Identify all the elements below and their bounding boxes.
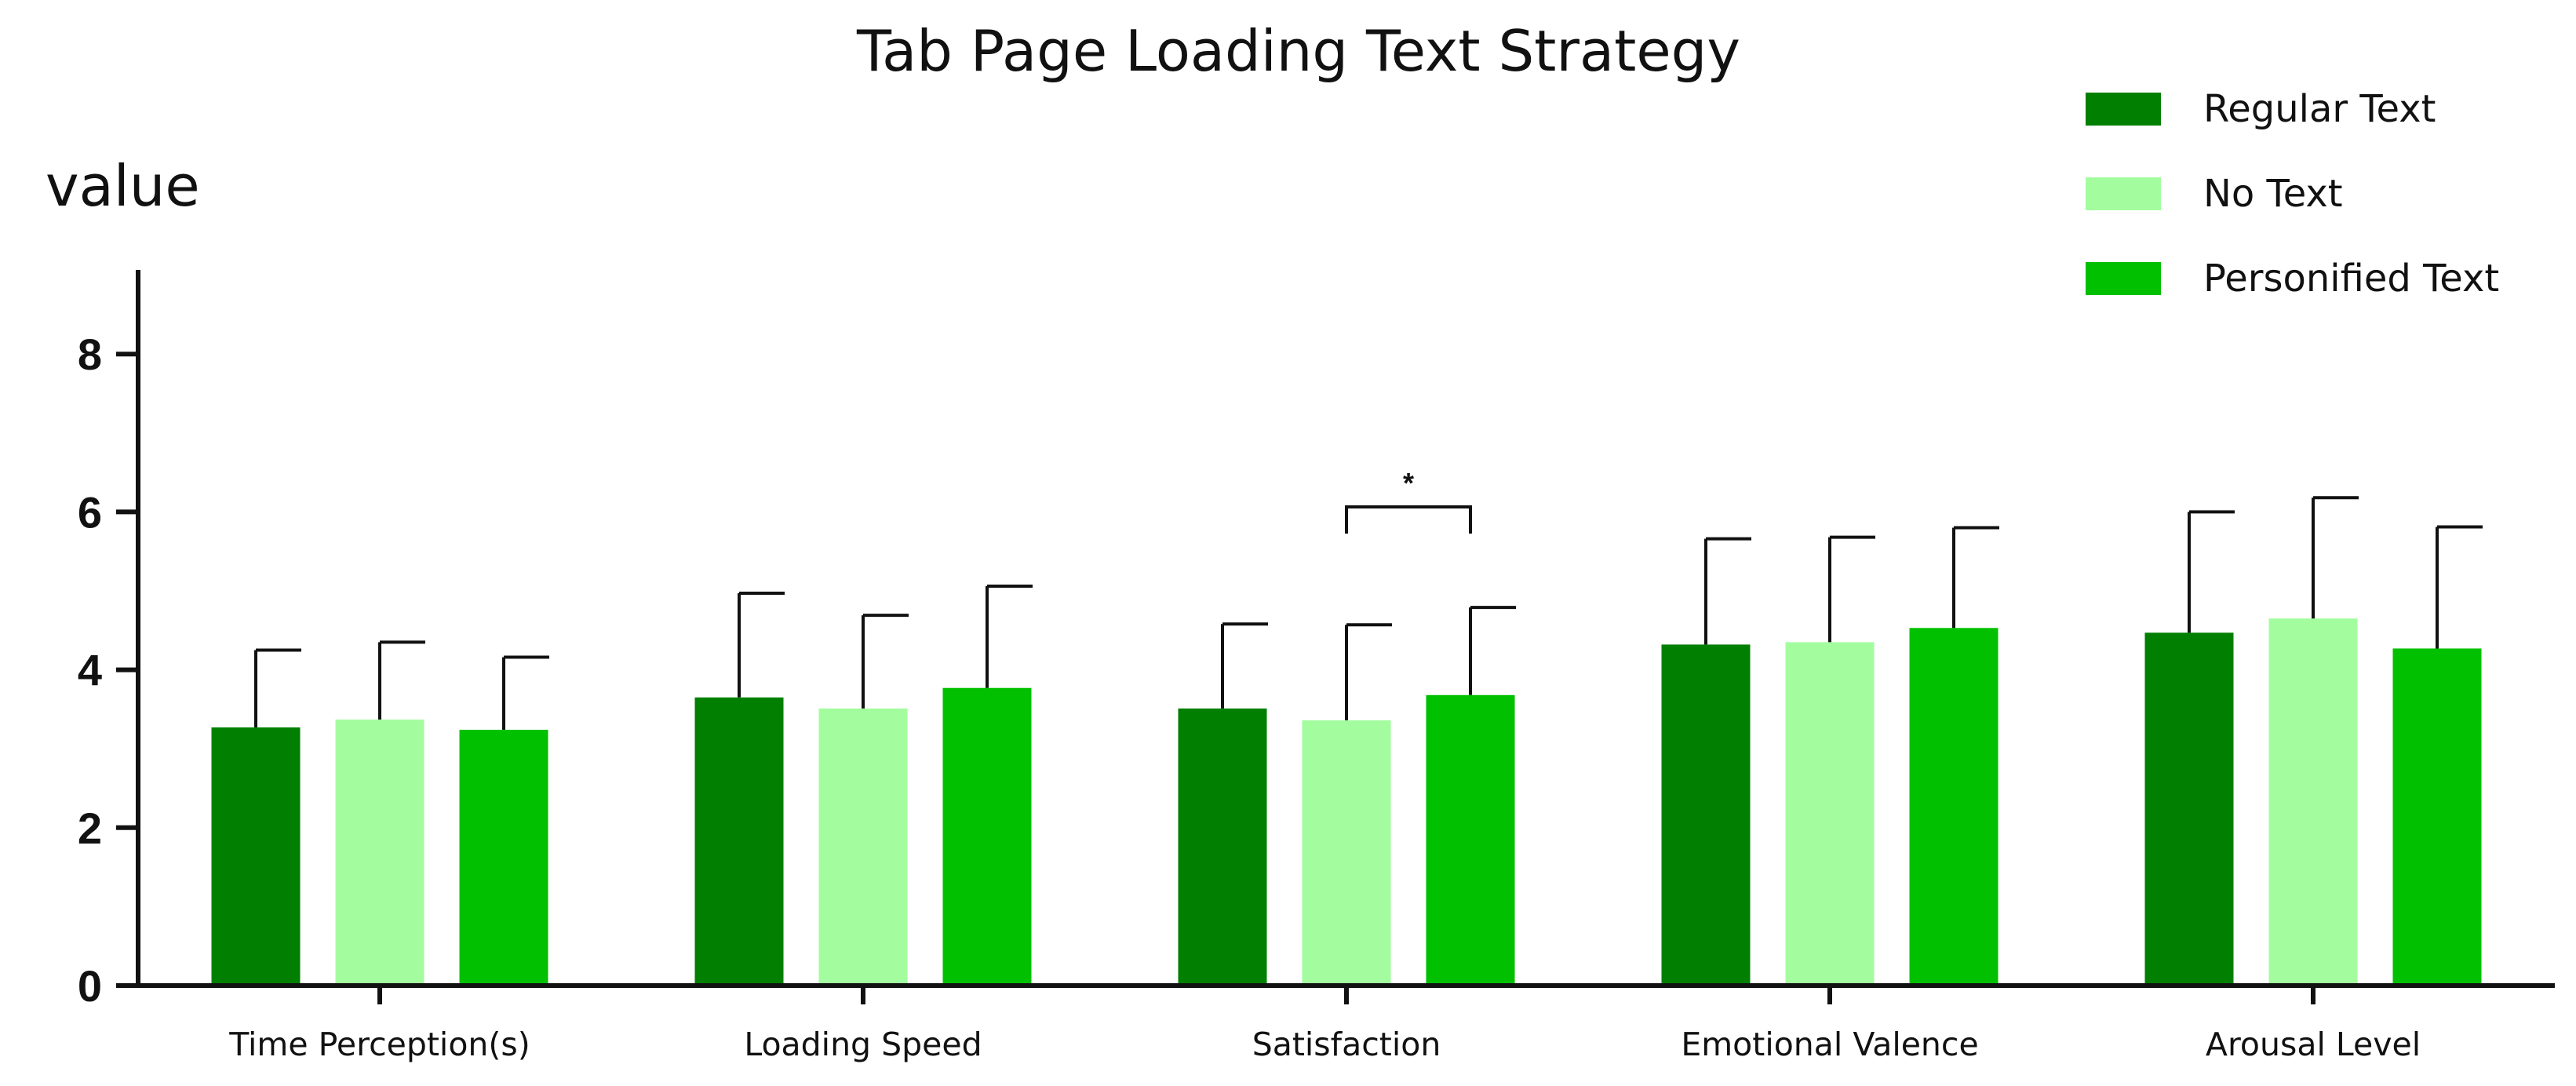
error-bars-layer [254, 496, 2483, 731]
bar [459, 730, 548, 986]
legend-label: Regular Text [2203, 87, 2436, 131]
bar [335, 719, 424, 986]
bar [818, 708, 908, 986]
bar [1785, 642, 1875, 986]
y-tick-label: 4 [78, 646, 102, 695]
significance-bracket [1345, 505, 1472, 534]
legend-swatch [2086, 93, 2161, 126]
y-tick-label: 0 [78, 961, 102, 1011]
x-tick-label: Emotional Valence [1681, 1026, 1978, 1063]
x-tick-label: Time Perception(s) [228, 1026, 530, 1063]
y-tick-label: 2 [78, 804, 102, 853]
bars-layer [211, 618, 2482, 986]
bar [1178, 708, 1267, 986]
x-tick-label: Loading Speed [744, 1026, 982, 1063]
x-tick-label: Arousal Level [2206, 1026, 2421, 1063]
axes [116, 270, 2555, 1004]
legend-label: No Text [2203, 172, 2343, 216]
x-tick-label: Satisfaction [1252, 1026, 1441, 1063]
bar [694, 697, 784, 986]
x-ticks: Time Perception(s) Loading Speed Satisfact… [228, 1026, 2421, 1063]
bar [1661, 644, 1751, 986]
bar [942, 687, 1032, 986]
legend-swatch [2086, 262, 2161, 295]
chart-title: Tab Page Loading Text Strategy [856, 18, 1740, 84]
bar [2392, 648, 2482, 986]
legend-label: Personified Text [2203, 257, 2499, 301]
bar [2268, 618, 2358, 986]
y-ticks: 0 2 4 6 8 [78, 330, 102, 1011]
legend-swatch [2086, 177, 2161, 210]
y-tick-label: 8 [78, 330, 102, 379]
y-axis-label: value [46, 153, 200, 219]
bar [211, 727, 301, 986]
bar [2144, 632, 2234, 986]
legend: Regular Text No Text Personified Text [2086, 87, 2499, 301]
bar [1426, 694, 1515, 986]
bar [1909, 628, 1998, 986]
annotations-layer: * [1345, 467, 1472, 534]
bar [1302, 720, 1391, 986]
y-tick-label: 6 [78, 487, 102, 537]
significance-marker: * [1403, 467, 1414, 499]
